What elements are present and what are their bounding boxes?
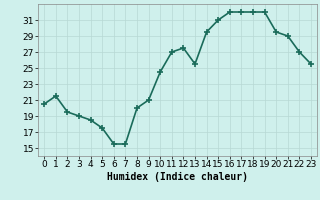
X-axis label: Humidex (Indice chaleur): Humidex (Indice chaleur) (107, 172, 248, 182)
